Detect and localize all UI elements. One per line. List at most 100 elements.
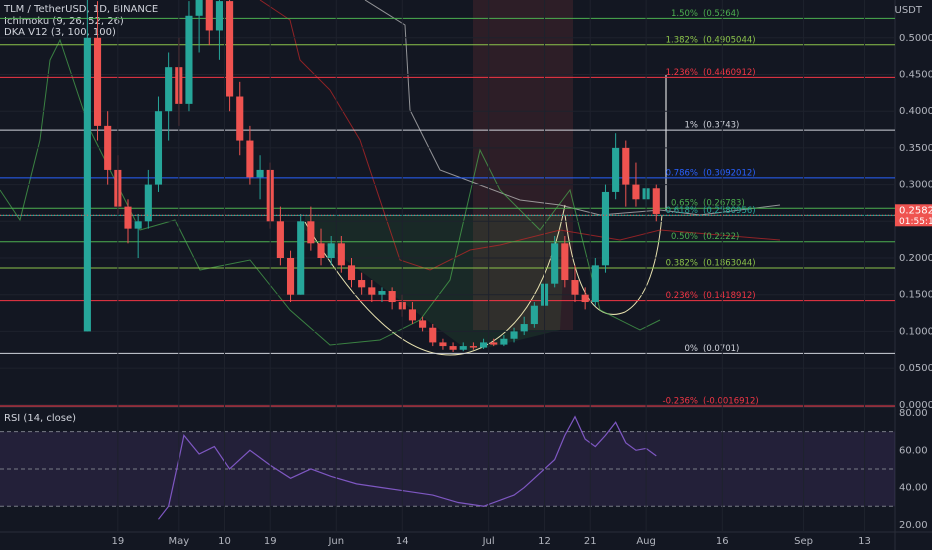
- candle-body: [144, 184, 152, 222]
- candle-body: [347, 265, 356, 281]
- fib-value: (0.1863044): [703, 259, 756, 269]
- x-tick-label: 16: [716, 536, 729, 547]
- x-tick-label: 19: [111, 536, 124, 547]
- x-tick-label: 21: [584, 536, 597, 547]
- candle-body: [236, 96, 244, 141]
- candle-body: [581, 294, 589, 303]
- candle-body: [419, 320, 427, 328]
- fib-label: 0.50%: [671, 232, 698, 242]
- fib-value: (0.2580956): [703, 206, 756, 216]
- x-tick-label: Sep: [794, 536, 813, 547]
- candle-body: [439, 342, 447, 347]
- candle-body: [490, 342, 498, 345]
- x-tick-label: Jul: [482, 536, 495, 547]
- fib-label: 1.236%: [666, 68, 698, 78]
- candle-body: [165, 67, 173, 112]
- x-tick-label: May: [168, 536, 189, 547]
- candle-body: [408, 309, 417, 321]
- y-tick-label: 0.3000: [899, 180, 932, 191]
- candle-body: [561, 243, 569, 281]
- candle-body: [185, 15, 193, 104]
- ichimoku-span: [364, 0, 781, 216]
- candle-body: [297, 221, 305, 295]
- indicator-label: Ichimoku (9, 26, 52, 26): [4, 16, 124, 27]
- candle-body: [256, 169, 264, 178]
- y-tick-label: 0.5000: [899, 33, 932, 44]
- fib-label: 1.50%: [671, 9, 698, 19]
- candle-body: [469, 346, 477, 348]
- candle-body: [622, 147, 630, 185]
- candle-body: [307, 221, 315, 244]
- candle-body: [134, 221, 142, 229]
- x-tick-label: 13: [858, 536, 871, 547]
- handle-arc: [564, 214, 663, 315]
- indicator-label: DKA V12 (3, 100, 100): [4, 27, 116, 38]
- candle-body: [246, 140, 254, 178]
- fib-label: 0.236%: [666, 291, 698, 301]
- candle-body: [530, 305, 538, 325]
- candle-body: [286, 257, 295, 295]
- y-tick-label: 0.0500: [899, 363, 932, 374]
- y-tick-label: 40.00: [899, 483, 928, 494]
- fib-value: (0.0701): [703, 344, 739, 354]
- candle-body: [124, 206, 132, 229]
- y-tick-label: 0.2000: [899, 253, 932, 264]
- candle-body: [195, 0, 203, 16]
- candle-body: [388, 291, 396, 303]
- candle-body: [601, 191, 610, 266]
- y-tick-label: 0.3500: [899, 143, 932, 154]
- candle-body: [429, 327, 437, 343]
- candle-body: [632, 184, 640, 200]
- fib-label: 1%: [685, 121, 699, 131]
- candle-body: [358, 280, 366, 288]
- fib-value: (0.5264): [703, 9, 739, 19]
- fib-value: (0.3743): [703, 121, 739, 131]
- x-tick-label: 12: [538, 536, 551, 547]
- lagging-span: [0, 38, 661, 346]
- fib-value: (0.4460912): [703, 68, 756, 78]
- x-tick-label: 19: [264, 536, 277, 547]
- last-price-box: [895, 204, 932, 227]
- fib-value: (0.3092012): [703, 168, 756, 178]
- candle-body: [368, 287, 376, 295]
- y-tick-label: 0.1500: [899, 290, 932, 301]
- cup-area: [305, 215, 565, 352]
- x-tick-label: Jun: [327, 536, 344, 547]
- fib-value: (-0.0016912): [703, 397, 759, 407]
- chart-title: TLM / TetherUSD, 1D, BINANCE: [3, 4, 158, 15]
- fib-label: 0.65%: [671, 199, 698, 209]
- last-price: 0.2582: [899, 205, 932, 216]
- candle-body: [520, 324, 528, 332]
- candle-body: [205, 0, 213, 31]
- x-tick-label: 14: [396, 536, 409, 547]
- candle-body: [337, 243, 345, 266]
- candle-body: [500, 338, 508, 345]
- y-tick-label: 80.00: [899, 408, 928, 419]
- candle-body: [276, 221, 284, 258]
- fib-value: (0.4905044): [703, 35, 756, 45]
- candle-body: [317, 243, 325, 258]
- fib-label: 1.382%: [666, 35, 698, 45]
- candle-body: [154, 111, 163, 185]
- candle-body: [83, 37, 91, 332]
- y-tick-label: 0.4000: [899, 106, 932, 117]
- fib-label: 0.786%: [666, 168, 698, 178]
- candle-body: [226, 1, 234, 97]
- rsi-title: RSI (14, close): [4, 413, 76, 424]
- ichimoku-base: [259, 0, 781, 271]
- candle-body: [510, 331, 518, 339]
- cup-arc: [304, 204, 566, 356]
- candle-body: [551, 243, 559, 284]
- fib-label: 0%: [685, 344, 699, 354]
- candle-body: [93, 37, 102, 126]
- candle-body: [104, 125, 112, 170]
- fib-label: 0.618%: [666, 206, 698, 216]
- countdown: 01:55:19: [899, 217, 932, 227]
- fib-value: (0.2222): [703, 232, 739, 242]
- y-tick-label: 60.00: [899, 445, 928, 456]
- fib-value: (0.26783): [703, 199, 745, 209]
- y-tick-label: 0.0000: [899, 400, 932, 411]
- candle-body: [459, 346, 467, 350]
